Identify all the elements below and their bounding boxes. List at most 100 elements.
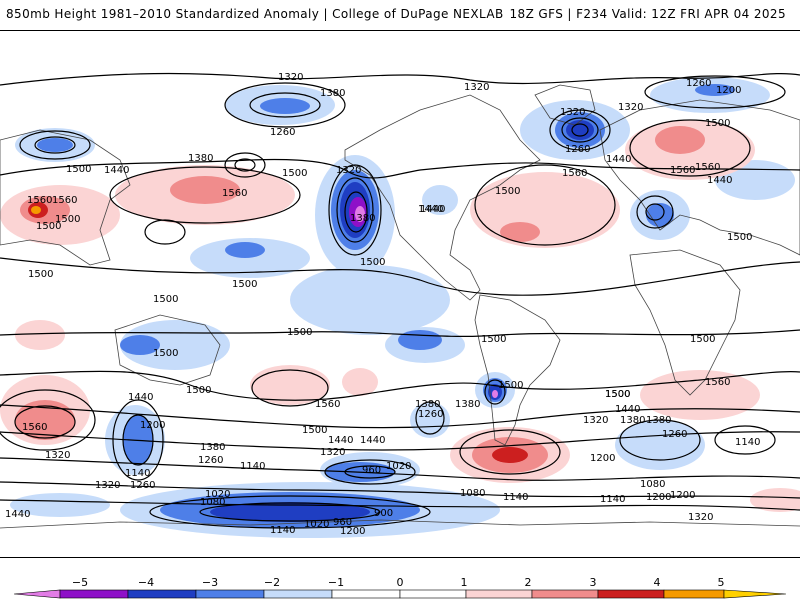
contour-line (0, 370, 800, 401)
contour-label: 1320 (45, 450, 70, 461)
contour-line (336, 177, 374, 243)
contour-label: 1440 (707, 175, 732, 186)
contour-label: 1320 (278, 72, 303, 83)
contour-label: 1500 (302, 425, 327, 436)
contour-label: 1560 (52, 195, 77, 206)
colorbar-label: 2 (524, 576, 532, 589)
contour-label: 1500 (495, 186, 520, 197)
contour-line (484, 379, 506, 405)
contour-label: 1560 (22, 422, 47, 433)
anomaly-neg-region (210, 502, 370, 522)
contour-line (714, 425, 776, 455)
contour-label: 1440 (606, 154, 631, 165)
anomaly-pos-region (31, 206, 41, 214)
eurasia-outline (599, 99, 800, 256)
contour-line (0, 499, 800, 511)
contour-label: 1260 (565, 144, 590, 155)
anomaly-pos-region (492, 447, 528, 463)
contour-label: 1320 (688, 512, 713, 523)
contour-line (224, 82, 346, 128)
anomaly-pos-region (250, 365, 330, 405)
colorbar-segment (59, 589, 129, 599)
contour-line (0, 404, 800, 429)
anomaly-neg-region (225, 242, 265, 258)
contour-label: 1020 (205, 489, 230, 500)
anomaly-pos-region (170, 176, 240, 204)
contour-label: 1140 (240, 461, 265, 472)
colorbar-max-arrow (723, 589, 787, 599)
colorbar-label: −1 (327, 576, 345, 589)
anomaly-pos-region (750, 488, 800, 512)
colorbar-label: −2 (263, 576, 281, 589)
contour-line (14, 405, 76, 439)
contour-label: 1560 (27, 195, 52, 206)
anomaly-pos-region (15, 400, 75, 440)
colorbar-segment (127, 589, 197, 599)
greenland-outline (534, 84, 596, 126)
contour-label: 1200 (590, 453, 615, 464)
contour-line (344, 191, 368, 233)
contour-label: 1200 (646, 492, 671, 503)
contour-line (344, 465, 396, 479)
contour-line (0, 481, 800, 499)
anomaly-neg-region (566, 120, 594, 140)
anomaly-neg-region (355, 206, 365, 222)
contour-label: 1320 (618, 102, 643, 113)
contour-label: 1380 (646, 415, 671, 426)
contour-label: 1440 (418, 204, 443, 215)
anomaly-neg-region (398, 330, 442, 350)
colorbar-segment (331, 589, 401, 599)
anomaly-neg-region (260, 98, 310, 114)
contour-line (0, 72, 800, 86)
contour-label: 1500 (282, 168, 307, 179)
contour-label: 1500 (498, 380, 523, 391)
contour-line (224, 152, 266, 178)
contour-line (636, 195, 674, 229)
colorbar-segment (663, 589, 725, 599)
colorbar (13, 589, 787, 599)
colorbar-label: 5 (717, 576, 725, 589)
contour-label: 1440 (615, 404, 640, 415)
contour-line (0, 431, 800, 451)
contour-line (0, 329, 800, 338)
contour-label: 1380 (188, 153, 213, 164)
contour-label: 1200 (670, 490, 695, 501)
contour-label: 1380 (320, 88, 345, 99)
contour-line (109, 166, 301, 224)
contour-label: 1260 (130, 480, 155, 491)
contour-label: 900 (374, 508, 393, 519)
contour-label: 1140 (503, 492, 528, 503)
contour-label-group: 1320 1320 1260 1260 1200 1320 1320 1260 … (5, 72, 760, 537)
contour-line (34, 136, 76, 154)
contour-label: 1500 (360, 257, 385, 268)
anomaly-neg-region (615, 420, 705, 470)
contour-line (0, 257, 800, 296)
anomaly-neg-region (492, 390, 498, 398)
contour-line (629, 119, 751, 177)
contour-label: 1500 (605, 389, 630, 400)
colorbar-label: 1 (460, 576, 468, 589)
contour-label: 1080 (460, 488, 485, 499)
contour-label: 1500 (153, 294, 178, 305)
contour-line (0, 389, 96, 451)
colorbar-segment (399, 589, 467, 599)
contour-label: 1320 (560, 107, 585, 118)
contour-label: 1380 (350, 213, 375, 224)
contour-label: 1260 (418, 409, 443, 420)
contour-label: 1500 (481, 334, 506, 345)
contour-line (619, 419, 701, 461)
contour-label: 1500 (153, 348, 178, 359)
contour-label: 1500 (727, 232, 752, 243)
contour-label: 1560 (705, 377, 730, 388)
contour-label: 1140 (270, 525, 295, 536)
contour-label: 1260 (686, 78, 711, 89)
contour-line (199, 502, 381, 522)
contour-label: 1200 (716, 85, 741, 96)
contour-line (571, 123, 589, 137)
north-america-outline (344, 94, 541, 301)
contour-line (415, 401, 445, 435)
contour-line (474, 164, 616, 246)
antarctica-outline (0, 519, 800, 529)
contour-label: 1500 (287, 327, 312, 338)
